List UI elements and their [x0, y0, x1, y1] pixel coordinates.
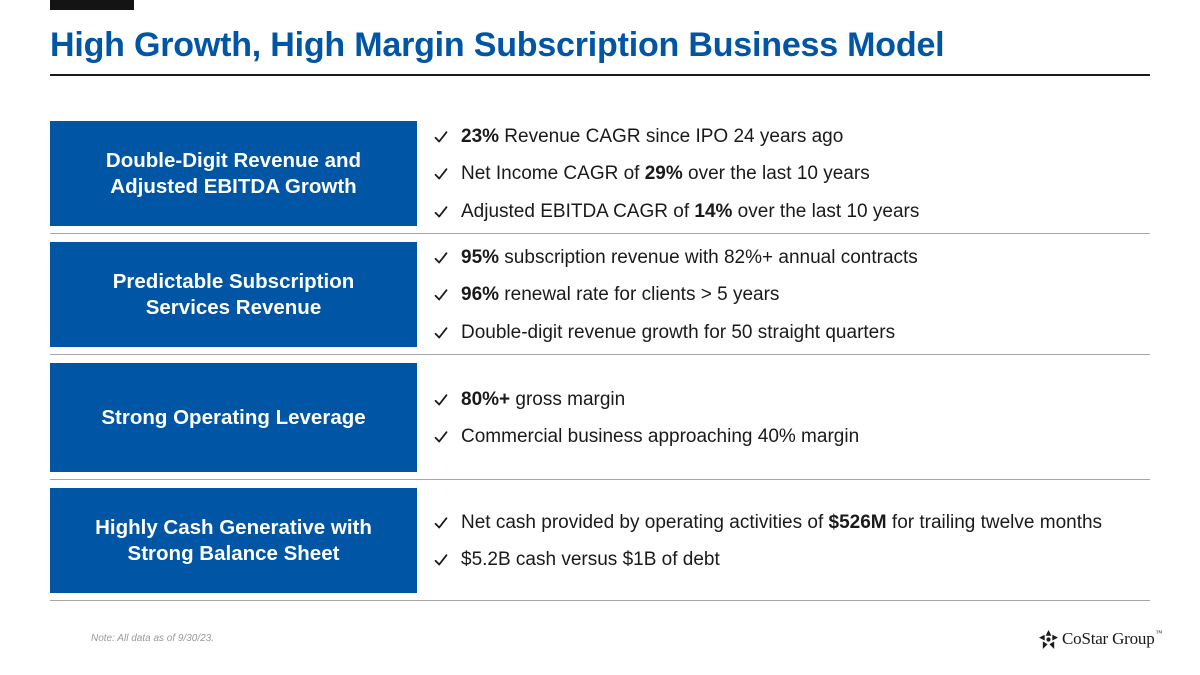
row-separator	[50, 479, 1150, 480]
logo-wordmark: CoStar Group™	[1062, 629, 1163, 648]
row-separator	[50, 600, 1150, 601]
company-logo: CoStar Group™	[1039, 629, 1162, 649]
bullet-list: 95% subscription revenue with 82%+ annua…	[434, 239, 918, 352]
footnote: Note: All data as of 9/30/23.	[91, 633, 215, 644]
bullet-text: Commercial business approaching 40% marg…	[461, 426, 860, 448]
bullet-text: Net cash provided by operating activitie…	[461, 511, 1103, 533]
title-underline	[50, 74, 1150, 76]
bullet-text: Double-digit revenue growth for 50 strai…	[461, 321, 896, 343]
row-label: Predictable Subscription Services Revenu…	[112, 269, 355, 319]
bullet-item: 96% renewal rate for clients > 5 years	[434, 277, 918, 315]
checkmark-icon	[434, 323, 450, 343]
bullet-item: Net cash provided by operating activitie…	[434, 504, 1102, 542]
checkmark-icon	[434, 202, 450, 222]
checkmark-icon	[434, 513, 450, 533]
checkmark-icon	[434, 390, 450, 410]
bullet-text: 95% subscription revenue with 82%+ annua…	[461, 246, 918, 268]
bullet-list: 23% Revenue CAGR since IPO 24 years ago N…	[434, 118, 919, 231]
bullet-text: Adjusted EBITDA CAGR of 14% over the las…	[461, 200, 920, 222]
row-label-box: Highly Cash Generative with Strong Balan…	[50, 488, 417, 593]
row-separator	[50, 233, 1150, 234]
row-separator	[50, 354, 1150, 355]
row-label-box: Strong Operating Leverage	[50, 363, 417, 472]
bullet-text: $5.2B cash versus $1B of debt	[461, 549, 720, 571]
bullet-text: Net Income CAGR of 29% over the last 10 …	[461, 163, 870, 185]
top-accent-bar	[50, 0, 134, 10]
bullet-item: 95% subscription revenue with 82%+ annua…	[434, 239, 918, 277]
bullet-item: Adjusted EBITDA CAGR of 14% over the las…	[434, 193, 919, 231]
page-title: High Growth, High Margin Subscription Bu…	[50, 26, 945, 64]
checkmark-icon	[434, 285, 450, 305]
checkmark-icon	[434, 164, 450, 184]
bullet-text: 23% Revenue CAGR since IPO 24 years ago	[461, 125, 844, 147]
bullet-item: 80%+ gross margin	[434, 381, 859, 419]
row-label: Strong Operating Leverage	[101, 405, 366, 429]
bullet-text: 96% renewal rate for clients > 5 years	[461, 284, 780, 306]
checkmark-icon	[434, 427, 450, 447]
bullet-list: 80%+ gross margin Commercial business app…	[434, 381, 859, 456]
bullet-item: Net Income CAGR of 29% over the last 10 …	[434, 156, 919, 194]
bullet-item: Double-digit revenue growth for 50 strai…	[434, 314, 918, 352]
checkmark-icon	[434, 248, 450, 268]
row-label-box: Predictable Subscription Services Revenu…	[50, 242, 417, 347]
costar-star-icon	[1039, 629, 1058, 649]
bullet-item: $5.2B cash versus $1B of debt	[434, 542, 1102, 580]
row-label-box: Double-Digit Revenue and Adjusted EBITDA…	[50, 121, 417, 226]
row-label: Double-Digit Revenue and Adjusted EBITDA…	[105, 148, 362, 198]
checkmark-icon	[434, 127, 450, 147]
bullet-text: 80%+ gross margin	[461, 388, 626, 410]
row-label: Highly Cash Generative with Strong Balan…	[95, 515, 372, 565]
bullet-item: 23% Revenue CAGR since IPO 24 years ago	[434, 118, 919, 156]
bullet-list: Net cash provided by operating activitie…	[434, 504, 1102, 579]
checkmark-icon	[434, 550, 450, 570]
bullet-item: Commercial business approaching 40% marg…	[434, 419, 859, 457]
